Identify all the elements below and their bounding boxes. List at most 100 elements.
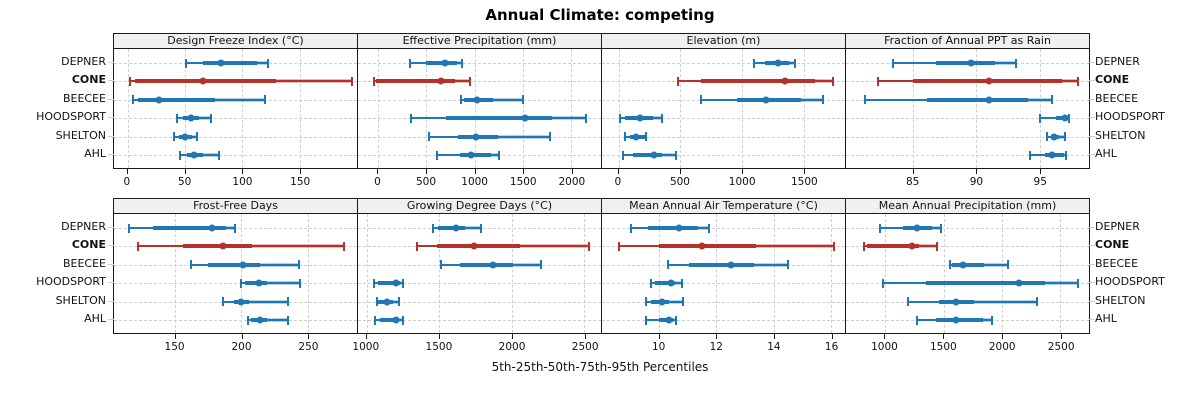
whisker-cap-low — [132, 95, 135, 105]
upper-tail-bar — [398, 318, 403, 322]
upper-tail-bar — [801, 97, 824, 102]
whisker-cap-high — [681, 278, 684, 288]
whisker-cap-high — [266, 58, 269, 68]
vertical-gridline — [1001, 214, 1003, 333]
gridline-stub-right — [1089, 282, 1095, 284]
gridline-stub-left — [108, 154, 114, 155]
upper-tail-bar — [513, 262, 541, 267]
whisker-cap-low — [876, 76, 879, 86]
upper-tail-bar — [457, 61, 462, 65]
axis-tick — [126, 169, 128, 174]
iqr-bar — [952, 262, 984, 267]
station-label-right: SHELTON — [1095, 128, 1146, 142]
gridline-stub-left — [108, 227, 114, 228]
whisker-cap-low — [129, 76, 132, 86]
axis-tick-label: 1000 — [728, 176, 756, 188]
vertical-gridline — [1060, 214, 1062, 333]
axis-tick — [241, 334, 243, 339]
axis-tick-label: 0 — [614, 176, 622, 188]
median-dot — [392, 279, 400, 287]
axis-tick-label: 2000 — [498, 341, 526, 353]
horizontal-gridline — [602, 228, 845, 229]
median-dot — [217, 59, 225, 67]
station-label-right: CONE — [1095, 73, 1130, 87]
median-dot — [985, 96, 993, 104]
axis-tick — [438, 334, 440, 339]
axis-tick-label: 250 — [298, 341, 319, 353]
station-label-right: DEPNER — [1095, 55, 1140, 68]
horizontal-gridline — [358, 283, 601, 285]
horizontal-gridline — [602, 136, 845, 138]
axis-tick — [523, 169, 525, 174]
gridline-stub-left — [108, 98, 114, 100]
median-dot — [913, 224, 921, 232]
axis-tick-label: 1500 — [425, 341, 453, 353]
upper-tail-bar — [932, 226, 942, 230]
panel-body — [601, 213, 846, 334]
vertical-gridline — [366, 214, 368, 333]
upper-tail-bar — [1063, 153, 1067, 157]
axis-tick-label: 1500 — [790, 176, 818, 188]
whisker-cap-high — [286, 315, 289, 325]
whisker-cap-low — [176, 113, 179, 123]
whisker-cap-low — [676, 76, 679, 86]
vertical-gridline — [127, 49, 129, 168]
axis-tick — [242, 169, 244, 174]
whisker-cap-high — [401, 315, 404, 325]
whisker-cap-high — [708, 223, 711, 233]
axis-tick — [474, 169, 476, 174]
gridline-stub-left — [108, 80, 114, 82]
iqr-bar — [632, 153, 663, 157]
whisker-cap-low — [753, 58, 756, 68]
median-dot — [952, 316, 960, 324]
whisker-cap-low — [247, 315, 250, 325]
whisker-cap-high — [398, 297, 401, 307]
iqr-bar — [460, 262, 514, 267]
iqr-bar — [208, 262, 261, 267]
whisker-cap-low — [428, 132, 431, 142]
panel-body — [113, 213, 358, 334]
upper-tail-bar — [266, 318, 288, 322]
gridline-stub-left — [108, 282, 114, 284]
upper-tail-bar — [973, 299, 1037, 304]
median-dot — [952, 298, 960, 306]
whisker-cap-low — [240, 278, 243, 288]
panel-strip: Mean Annual Precipitation (mm) — [845, 198, 1090, 214]
whisker-cap-high — [786, 260, 789, 270]
whisker-cap-high — [587, 241, 590, 251]
iqr-bar — [654, 281, 675, 286]
panel-strip-title: Fraction of Annual PPT as Rain — [884, 34, 1051, 47]
horizontal-gridline — [602, 155, 845, 156]
axis-tick-label: 500 — [415, 176, 437, 188]
upper-tail-bar — [551, 116, 586, 121]
station-label-left: CONE — [71, 238, 106, 252]
axis-tick-label: 2000 — [988, 341, 1016, 353]
panel-body — [113, 48, 358, 169]
panel-body — [601, 48, 846, 169]
station-label-left: BEECEE — [62, 256, 106, 270]
axis-tick-label: 1500 — [929, 341, 957, 353]
vertical-gridline — [175, 214, 177, 333]
axis-tick-label: 12 — [709, 341, 723, 353]
gridline-stub-left — [108, 245, 114, 247]
axis-tick — [943, 334, 945, 339]
axis-tick — [377, 169, 379, 174]
whisker-cap-low — [372, 278, 375, 288]
iqr-bar — [935, 61, 996, 65]
upper-tail-bar — [645, 134, 647, 139]
median-dot — [208, 224, 216, 232]
median-dot — [727, 261, 735, 269]
gridline-stub-left — [108, 117, 114, 119]
panel-strip-title: Growing Degree Days (°C) — [406, 199, 553, 212]
median-dot — [667, 279, 675, 287]
iqr-bar — [152, 226, 226, 230]
whisker-cap-high — [794, 58, 797, 68]
vertical-gridline — [618, 49, 620, 168]
vertical-gridline — [803, 49, 805, 168]
whisker-cap-high — [661, 113, 664, 123]
panel-strip-title: Frost-Free Days — [193, 199, 278, 212]
station-label-right: AHL — [1095, 147, 1117, 160]
upper-tail-bar — [919, 244, 937, 249]
whisker-cap-low — [1028, 150, 1031, 160]
